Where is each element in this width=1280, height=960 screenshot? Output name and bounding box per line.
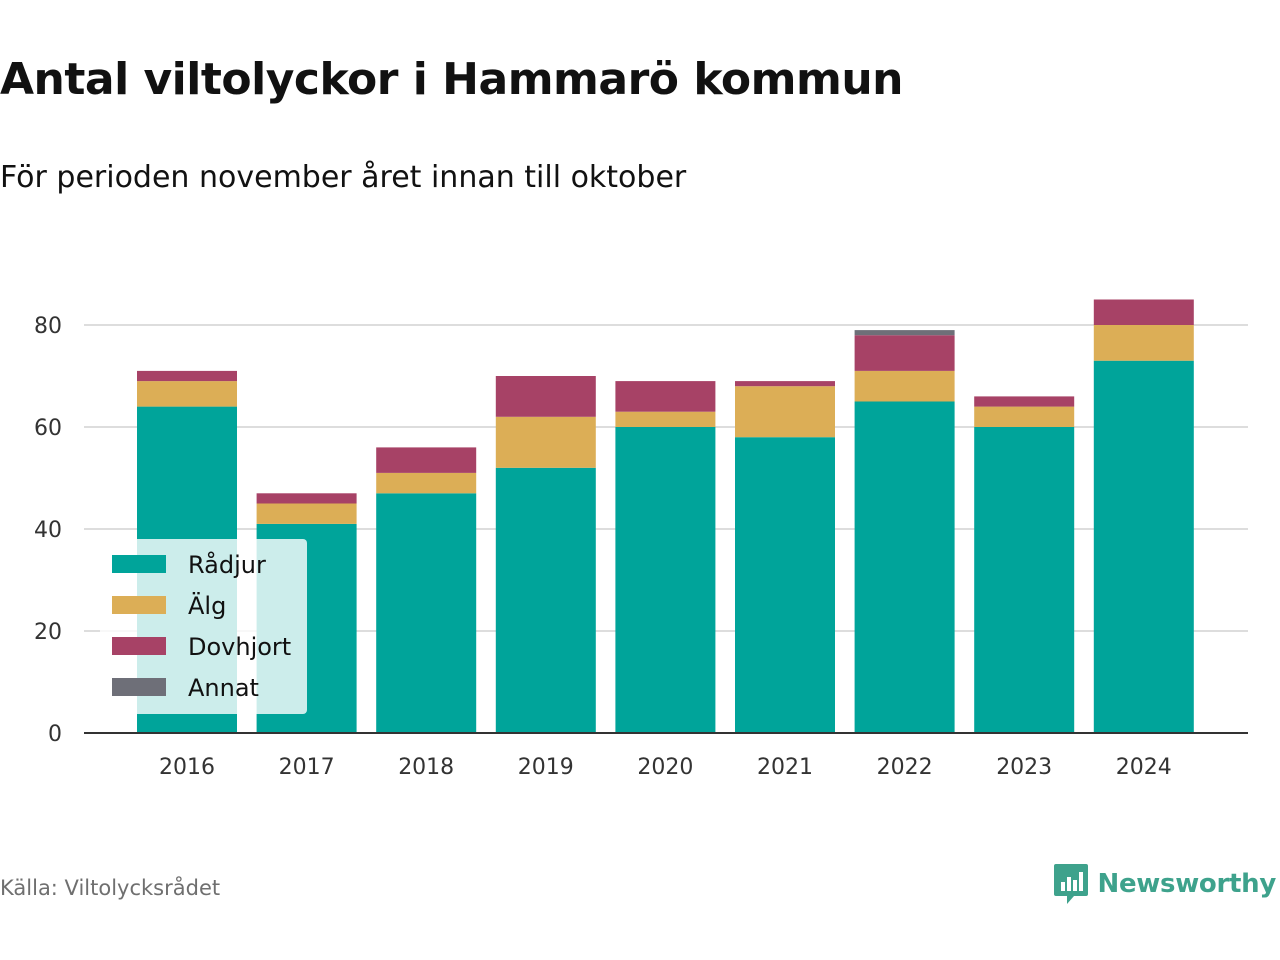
bar-segment bbox=[974, 427, 1075, 733]
bar-segment bbox=[854, 335, 955, 371]
bar-segment bbox=[137, 370, 237, 382]
bar-segment bbox=[137, 381, 237, 407]
bar-segment bbox=[974, 406, 1075, 427]
x-tick-label: 2018 bbox=[398, 755, 454, 780]
chart-subtitle: För perioden november året innan till ok… bbox=[0, 160, 687, 195]
legend-box bbox=[100, 539, 307, 714]
chart-title: Antal viltolyckor i Hammarö kommun bbox=[0, 54, 903, 105]
bar-segment bbox=[615, 381, 716, 412]
legend: Rådjur Älg Dovhjort Annat bbox=[100, 539, 307, 714]
bar-segment bbox=[495, 467, 596, 733]
bar-segment bbox=[854, 401, 955, 733]
bar-segment bbox=[974, 396, 1075, 407]
brand-logo[interactable]: Newsworthy bbox=[1052, 862, 1276, 906]
bar-segment bbox=[256, 493, 357, 504]
x-tick-label: 2020 bbox=[637, 755, 693, 780]
legend-label[interactable]: Älg bbox=[188, 591, 226, 620]
bar-segment bbox=[376, 447, 477, 473]
bar-segment bbox=[495, 376, 596, 417]
legend-swatch bbox=[112, 637, 166, 655]
bar-segment bbox=[615, 427, 716, 733]
legend-swatch bbox=[112, 596, 166, 614]
bar-segment bbox=[854, 330, 955, 336]
brand-name: Newsworthy bbox=[1097, 869, 1277, 899]
y-tick-label: 60 bbox=[34, 416, 62, 441]
legend-label[interactable]: Rådjur bbox=[188, 550, 266, 579]
legend-swatch bbox=[112, 555, 166, 573]
x-tick-label: 2019 bbox=[518, 755, 574, 780]
y-tick-label: 40 bbox=[34, 518, 62, 543]
bar-segment bbox=[495, 416, 596, 468]
bar-segment bbox=[735, 437, 835, 733]
bar-segment bbox=[376, 493, 477, 733]
legend-label[interactable]: Dovhjort bbox=[188, 633, 291, 661]
bar-segment bbox=[735, 381, 835, 387]
bar-segment bbox=[1093, 325, 1194, 361]
x-tick-label: 2017 bbox=[279, 755, 335, 780]
bar-segment bbox=[735, 386, 835, 438]
x-tick-label: 2024 bbox=[1116, 755, 1172, 780]
axes: 0 20 40 60 80 2016 2017 2018 2019 2020 2021 2022 202… bbox=[34, 314, 1248, 780]
bar-segment bbox=[615, 411, 716, 427]
bar-segment bbox=[376, 472, 477, 494]
newsworthy-logo-icon bbox=[1053, 864, 1088, 904]
legend-swatch bbox=[112, 678, 166, 696]
y-tick-label: 80 bbox=[34, 314, 62, 339]
y-tick-label: 0 bbox=[48, 722, 62, 747]
x-tick-label: 2021 bbox=[757, 755, 813, 780]
x-tick-label: 2023 bbox=[996, 755, 1052, 780]
y-tick-label: 20 bbox=[34, 620, 62, 645]
legend-label[interactable]: Annat bbox=[188, 674, 259, 702]
bar-segment bbox=[1093, 360, 1194, 733]
bar-segment bbox=[854, 370, 955, 402]
source-note: Källa: Viltolycksrådet bbox=[0, 876, 221, 900]
bar-segment bbox=[1093, 299, 1194, 325]
bar-segment bbox=[256, 503, 357, 524]
x-tick-label: 2022 bbox=[877, 755, 933, 780]
x-tick-label: 2016 bbox=[159, 755, 215, 780]
